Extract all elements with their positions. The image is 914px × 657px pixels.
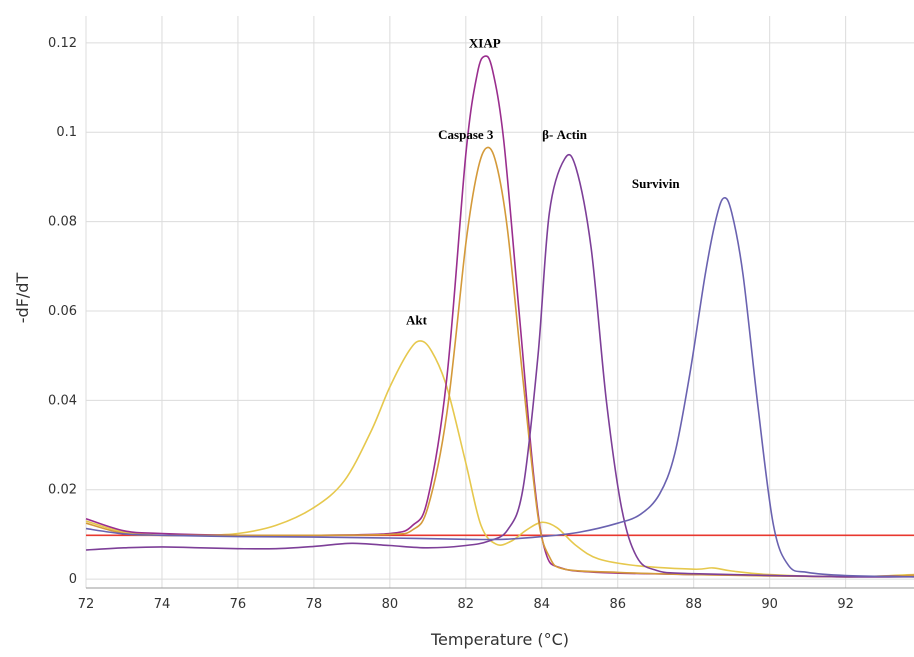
x-tick-label: 82	[458, 597, 475, 612]
x-axis-label: Temperature (°C)	[430, 630, 569, 649]
y-tick-label: 0.04	[48, 393, 77, 408]
x-tick-label: 90	[761, 597, 778, 612]
x-tick-label: 72	[78, 597, 95, 612]
x-tick-label: 86	[609, 597, 626, 612]
x-tick-label: 76	[230, 597, 247, 612]
x-tick-label: 92	[837, 597, 854, 612]
x-tick-label: 78	[306, 597, 323, 612]
x-tick-label: 88	[685, 597, 702, 612]
y-tick-label: 0.12	[48, 36, 77, 51]
series-label-actin: β- Actin	[542, 127, 588, 142]
series-labels: Akt XIAP Caspase 3 β- Actin Survivin	[406, 35, 680, 327]
y-tick-label: 0.1	[56, 125, 77, 140]
grid-lines	[85, 16, 914, 588]
series-label-survivin: Survivin	[632, 176, 680, 191]
y-tick-label: 0.08	[48, 215, 77, 230]
series-label-caspase-3: Caspase 3	[438, 127, 494, 142]
y-axis-label: -dF/dT	[13, 273, 32, 324]
series-lines	[85, 55, 914, 578]
tick-labels: 72 74 76 78 80 82 84 86 88 90 92 0 0.02 0.04 0.06 0.08 0…	[48, 36, 854, 612]
series-label-xiap: XIAP	[469, 35, 501, 50]
x-tick-label: 84	[534, 597, 551, 612]
y-tick-label: 0.02	[48, 483, 77, 498]
series-line-survivin	[85, 196, 914, 578]
series-line-actin	[85, 153, 914, 578]
x-tick-label: 80	[382, 597, 399, 612]
series-line-akt	[85, 340, 914, 578]
series-label-akt: Akt	[406, 312, 428, 327]
x-tick-label: 74	[154, 597, 171, 612]
y-tick-label: 0	[69, 572, 77, 587]
y-tick-label: 0.06	[48, 304, 77, 319]
series-line-caspase-3	[85, 146, 914, 578]
